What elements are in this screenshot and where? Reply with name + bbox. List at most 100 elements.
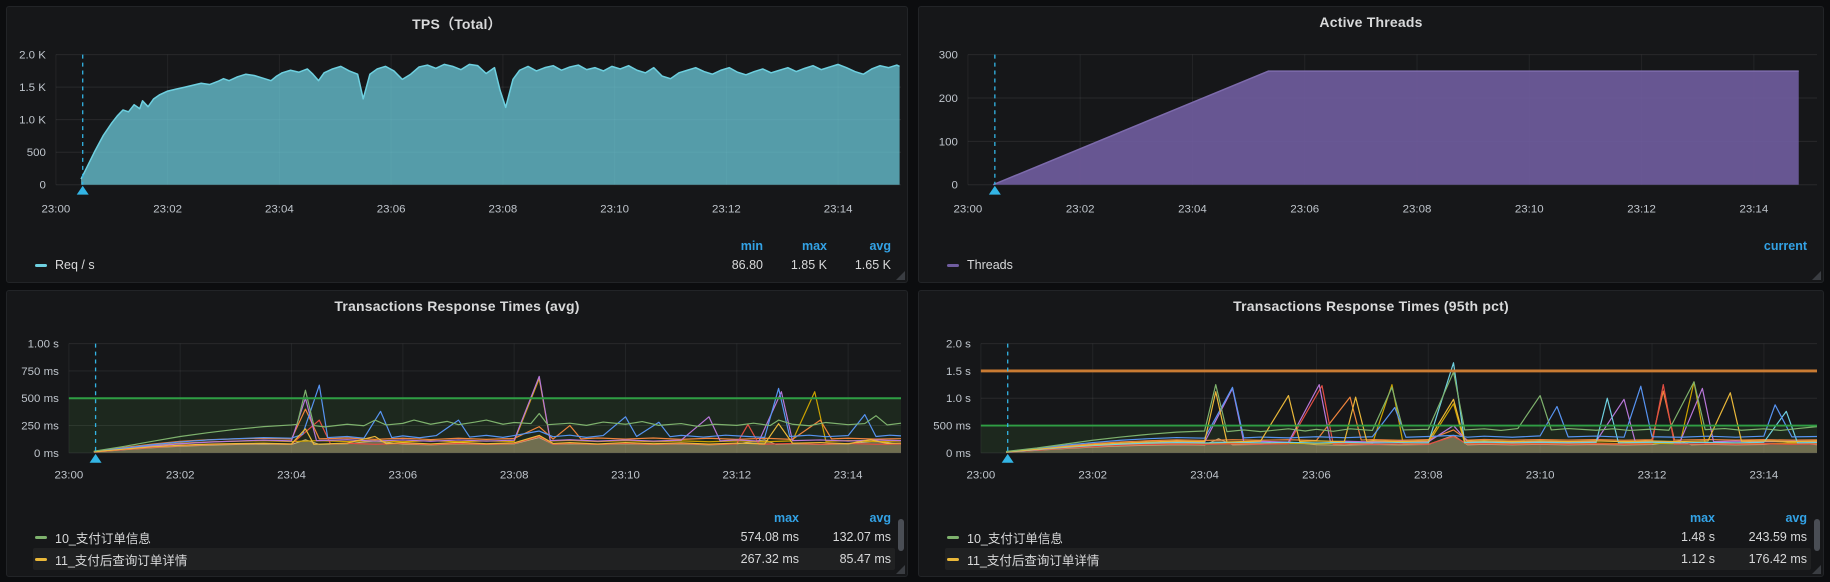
series-line	[93, 423, 902, 453]
annotation-marker-icon	[1001, 453, 1014, 463]
x-tick-label: 23:12	[1638, 470, 1667, 482]
y-tick-label: 1.00 s	[28, 339, 60, 351]
x-tick-label: 23:02	[1066, 204, 1095, 216]
legend-header-row: max avg	[33, 509, 895, 526]
series-line	[93, 389, 902, 452]
series-name[interactable]: 10_支付订单信息	[55, 531, 151, 546]
series-fill	[993, 71, 1799, 185]
series-line	[1005, 384, 1818, 453]
response-times-avg-chart[interactable]: 0 ms 250 ms 500 ms 750 ms 1.00 s 23:00 23:02 23…	[7, 291, 907, 576]
x-tick-label: 23:12	[722, 470, 751, 482]
x-tick-label: 23:14	[834, 470, 863, 482]
stat-max: 267.32 ms	[740, 552, 799, 566]
x-tick-label: 23:10	[1526, 470, 1555, 482]
annotation-marker-icon	[76, 185, 89, 195]
x-tick-label: 23:00	[42, 204, 71, 216]
legend-header-min[interactable]: min	[740, 238, 763, 253]
stat-avg: 176.42 ms	[1748, 552, 1807, 566]
series-color-marker	[35, 535, 47, 539]
panel-title[interactable]: Transactions Response Times (95th pct)	[1233, 298, 1509, 314]
series-name[interactable]: Threads	[967, 258, 1013, 272]
panel-resize-handle[interactable]	[1812, 565, 1821, 574]
y-tick-label: 500	[27, 147, 46, 159]
legend-row: 11_支付后查询订单详情 267.32 ms 85.47 ms	[33, 548, 895, 570]
legend-row: 10_支付订单信息 1.48 s 243.59 ms	[945, 526, 1811, 548]
series-line	[1005, 385, 1818, 453]
legend-row: Threads	[945, 254, 1811, 276]
x-tick-label: 23:00	[55, 470, 84, 482]
panel-active-threads: Active Threads 0 100 200 300 23:00 23:02 23:04…	[918, 6, 1824, 283]
legend-row: 11_支付后查询订单详情 1.12 s 176.42 ms	[945, 548, 1811, 570]
tps-chart[interactable]: 0 500 1.0 K 1.5 K 2.0 K 23:00 23:02 23:04 23:06 2…	[7, 7, 907, 282]
y-tick-label: 0	[952, 180, 958, 192]
y-tick-label: 300	[939, 50, 958, 62]
panel-tps-total: TPS（Total） 0 500 1.0 K 1.5 K 2.0 K 23:00 23:02…	[6, 6, 908, 283]
legend: max avg 10_支付订单信息 1.48 s 243.59 ms 11_支付…	[945, 509, 1811, 570]
legend: current Threads	[945, 237, 1811, 276]
x-tick-label: 23:10	[1515, 204, 1544, 216]
series-fill	[93, 437, 902, 453]
series-fill	[81, 64, 900, 185]
panel-title[interactable]: Transactions Response Times (avg)	[334, 298, 580, 314]
y-tick-label: 500 ms	[933, 421, 971, 433]
x-tick-label: 23:14	[1740, 204, 1769, 216]
series-name[interactable]: 11_支付后查询订单详情	[55, 553, 188, 568]
series-name[interactable]: Req / s	[55, 258, 95, 272]
panel-response-times-95th: Transactions Response Times (95th pct) 0…	[918, 290, 1824, 577]
x-tick-label: 23:10	[600, 204, 629, 216]
stat-avg: 85.47 ms	[839, 552, 891, 566]
series-line	[1005, 371, 1818, 453]
y-tick-label: 100	[939, 136, 958, 148]
legend: max avg 10_支付订单信息 574.08 ms 132.07 ms 11…	[33, 509, 895, 570]
series-color-marker	[947, 263, 959, 267]
series-line	[1005, 391, 1818, 453]
series-line	[992, 70, 1799, 186]
stat-min: 86.80	[731, 258, 763, 272]
panel-resize-handle[interactable]	[896, 271, 905, 280]
series-name[interactable]: 10_支付订单信息	[967, 531, 1063, 546]
response-times-95th-chart[interactable]: 0 ms 500 ms 1.0 s 1.5 s 2.0 s 23:00 23:02 23:04…	[919, 291, 1823, 576]
legend-header-avg[interactable]: avg	[869, 238, 891, 253]
stat-max: 1.48 s	[1680, 530, 1715, 544]
x-tick-label: 23:06	[1302, 470, 1331, 482]
y-tick-label: 500 ms	[21, 393, 59, 405]
legend-scrollbar-thumb[interactable]	[898, 519, 904, 551]
y-tick-label: 0	[40, 180, 46, 192]
y-tick-label: 1.5 K	[19, 82, 46, 94]
x-tick-label: 23:00	[954, 204, 983, 216]
active-threads-chart[interactable]: 0 100 200 300 23:00 23:02 23:04 23:06 23:08 23:10…	[919, 7, 1823, 282]
legend-header-row: min max avg	[33, 237, 895, 254]
x-tick-label: 23:00	[967, 470, 996, 482]
x-tick-label: 23:04	[1178, 204, 1207, 216]
legend-header-avg[interactable]: avg	[869, 510, 891, 525]
x-tick-label: 23:08	[1414, 470, 1443, 482]
stat-avg: 243.59 ms	[1748, 530, 1807, 544]
series-name[interactable]: 11_支付后查询订单详情	[967, 553, 1100, 568]
x-tick-label: 23:02	[153, 204, 182, 216]
x-tick-label: 23:12	[712, 204, 741, 216]
stat-max: 1.85 K	[790, 258, 827, 272]
panel-title[interactable]: TPS（Total）	[412, 16, 502, 32]
y-tick-label: 1.0 s	[946, 393, 971, 405]
y-tick-label: 0 ms	[34, 448, 59, 460]
panel-response-times-avg: Transactions Response Times (avg) 0 ms 25…	[6, 290, 908, 577]
legend-header-current[interactable]: current	[1763, 238, 1807, 253]
legend-row: 10_支付订单信息 574.08 ms 132.07 ms	[33, 526, 895, 548]
x-tick-label: 23:06	[377, 204, 406, 216]
panel-resize-handle[interactable]	[896, 565, 905, 574]
legend-header-max[interactable]: max	[801, 238, 827, 253]
stat-max: 1.12 s	[1680, 552, 1715, 566]
legend-header-max[interactable]: max	[1689, 510, 1715, 525]
legend-header-max[interactable]: max	[773, 510, 799, 525]
y-tick-label: 250 ms	[21, 421, 59, 433]
legend-header-row: current	[945, 237, 1811, 254]
series-color-marker	[35, 557, 47, 561]
legend-scrollbar-thumb[interactable]	[1814, 519, 1820, 551]
legend-header-avg[interactable]: avg	[1785, 510, 1807, 525]
x-tick-label: 23:06	[388, 470, 417, 482]
panel-resize-handle[interactable]	[1812, 271, 1821, 280]
y-tick-label: 2.0 s	[946, 339, 971, 351]
panel-title[interactable]: Active Threads	[1319, 14, 1423, 30]
x-tick-label: 23:10	[611, 470, 640, 482]
